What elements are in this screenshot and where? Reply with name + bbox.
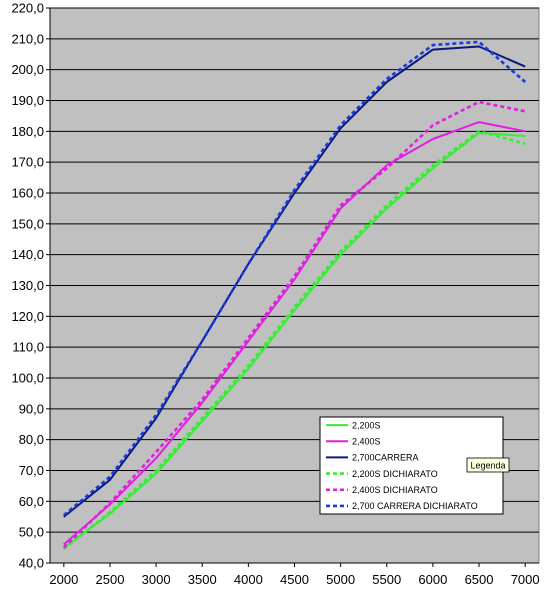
legend-label: 2,700 CARRERA DICHIARATO xyxy=(352,501,478,511)
y-tick-label: 60,0 xyxy=(19,494,44,509)
y-tick-label: 220,0 xyxy=(11,1,44,16)
series-line-2 xyxy=(63,45,526,518)
x-tick-label: 4500 xyxy=(280,572,309,587)
x-tick-label: 7000 xyxy=(511,572,540,587)
x-tick-label: 6500 xyxy=(465,572,494,587)
legend-label: 2,400S DICHIARATO xyxy=(352,485,438,495)
legend-label: 2,200S DICHIARATO xyxy=(352,469,438,479)
x-tick-label: 3500 xyxy=(188,572,217,587)
legend-label: 2,400S xyxy=(352,436,381,446)
legend-label: 2,200S xyxy=(352,420,381,430)
series-lines xyxy=(62,40,527,551)
x-axis: 2000 2500 3000 3500 4000 4500 5000 5500 6000 6500… xyxy=(49,562,540,587)
y-tick-label: 210,0 xyxy=(11,31,44,46)
series-line-0 xyxy=(63,131,526,549)
series-line-3 xyxy=(62,130,526,551)
y-axis: 40,0 50,0 60,0 70,0 80,0 90,0 100,0 110,0 120,0 1… xyxy=(11,1,51,571)
y-tick-label: 200,0 xyxy=(11,62,44,77)
y-tick-label: 140,0 xyxy=(11,247,44,262)
y-tick-label: 70,0 xyxy=(19,463,44,478)
x-tick-label: 3000 xyxy=(142,572,171,587)
y-tick-label: 40,0 xyxy=(19,556,44,571)
x-tick-label: 5500 xyxy=(372,572,401,587)
x-tick-label: 2000 xyxy=(49,572,78,587)
x-tick-label: 6000 xyxy=(418,572,447,587)
series-line-5 xyxy=(62,40,527,517)
y-tick-label: 50,0 xyxy=(19,525,44,540)
tooltip-box xyxy=(466,457,510,473)
gridlines xyxy=(50,7,539,533)
x-tick-label: 5000 xyxy=(326,572,355,587)
y-tick-label: 130,0 xyxy=(11,278,44,293)
x-tick-label: 4000 xyxy=(234,572,263,587)
y-tick-label: 120,0 xyxy=(11,309,44,324)
x-tick-label: 2500 xyxy=(96,572,125,587)
y-tick-label: 80,0 xyxy=(19,432,44,447)
y-tick-label: 150,0 xyxy=(11,216,44,231)
legend-tooltip: Legenda xyxy=(466,457,510,473)
y-tick-label: 170,0 xyxy=(11,155,44,170)
y-tick-label: 90,0 xyxy=(19,401,44,416)
y-tick-label: 180,0 xyxy=(11,124,44,139)
y-tick-label: 100,0 xyxy=(11,371,44,386)
y-tick-label: 160,0 xyxy=(11,186,44,201)
tooltip-label: Legenda xyxy=(470,461,505,471)
y-tick-label: 190,0 xyxy=(11,93,44,108)
series-line-1 xyxy=(63,121,526,546)
legend-label: 2,700CARRERA xyxy=(352,453,419,463)
y-tick-label: 110,0 xyxy=(12,340,44,355)
